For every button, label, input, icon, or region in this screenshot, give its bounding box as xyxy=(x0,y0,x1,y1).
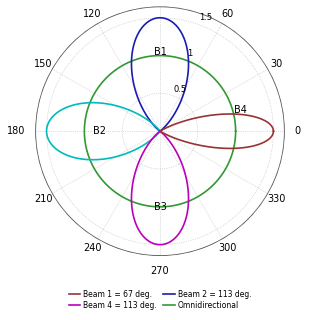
Text: 30: 30 xyxy=(271,59,283,69)
Text: 1.5: 1.5 xyxy=(200,13,213,22)
Text: 0.5: 0.5 xyxy=(174,84,187,93)
Text: B1: B1 xyxy=(154,47,166,57)
Text: 240: 240 xyxy=(83,243,102,253)
Text: 1: 1 xyxy=(187,49,192,58)
Text: 120: 120 xyxy=(83,10,102,20)
Text: B3: B3 xyxy=(154,202,166,212)
Text: 150: 150 xyxy=(34,59,52,69)
Text: 180: 180 xyxy=(7,126,25,136)
Text: 330: 330 xyxy=(268,194,286,204)
Text: 210: 210 xyxy=(34,194,52,204)
Text: 60: 60 xyxy=(221,10,234,20)
Text: 270: 270 xyxy=(151,266,169,276)
Text: B4: B4 xyxy=(234,105,247,115)
Text: 300: 300 xyxy=(218,243,236,253)
Text: 0: 0 xyxy=(295,126,301,136)
Text: B2: B2 xyxy=(93,126,106,136)
Legend: Beam 1 = 67 deg., Beam 4 = 113 deg., Beam 2 = 113 deg., Omnidirectional: Beam 1 = 67 deg., Beam 4 = 113 deg., Bea… xyxy=(66,287,254,313)
